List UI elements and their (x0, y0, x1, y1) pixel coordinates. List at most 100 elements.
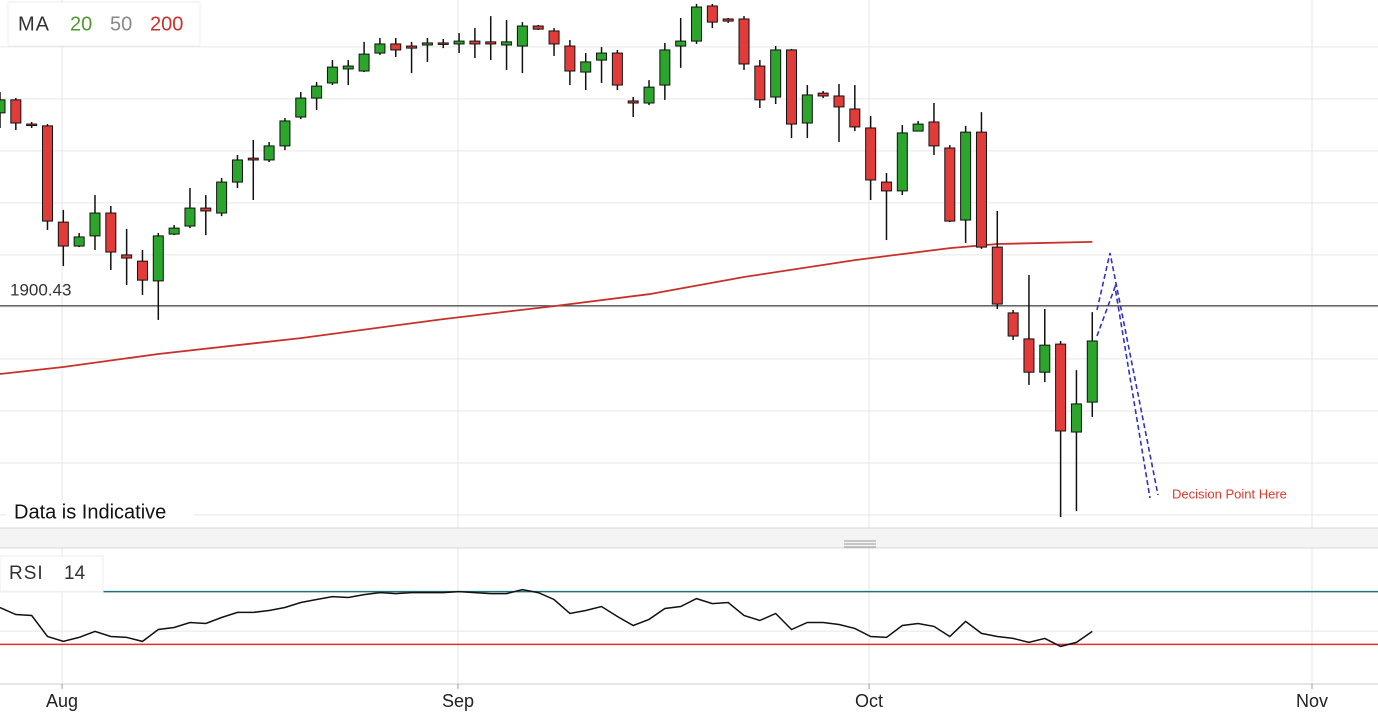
candle-body (532, 25, 544, 30)
candle-body (342, 65, 354, 70)
candle-body (516, 25, 528, 47)
candle-body (1055, 343, 1067, 432)
candle-body (437, 42, 449, 45)
legend-entry: 200 (150, 13, 183, 35)
candle-body (263, 145, 275, 161)
x-tick-label: Oct (855, 691, 883, 711)
candle-body (168, 227, 180, 235)
annotation: Decision Point Here (1172, 486, 1287, 501)
candle-body (26, 123, 38, 127)
candle-body (833, 95, 845, 108)
rsi-line (0, 588, 1093, 648)
candle-body (754, 65, 766, 101)
candle-body (311, 85, 323, 99)
candle-body (1007, 312, 1019, 337)
x-tick-label: Nov (1296, 691, 1328, 711)
candle-body (659, 49, 671, 86)
moving-average (0, 241, 1093, 375)
candle-body (326, 66, 338, 84)
candle-body (0, 99, 6, 114)
legend-box (7, 1, 201, 47)
candle-body (706, 5, 718, 23)
candle-body (817, 92, 829, 97)
candle-body (548, 30, 560, 45)
projection-line (1096, 283, 1151, 499)
annotation: Data is Indicative (14, 501, 166, 523)
candle-body (801, 94, 813, 124)
rsi-panel (0, 588, 1378, 648)
candle-body (374, 43, 386, 54)
candle-body (912, 123, 924, 132)
candle-body (89, 212, 101, 237)
candle-body (991, 246, 1003, 305)
candle-body (880, 181, 892, 192)
grid (0, 0, 1378, 684)
legend: 20 50 200 (70, 13, 183, 35)
legend-label: MA (18, 13, 50, 35)
candle-body (785, 49, 797, 125)
legend-entry: 50 (110, 13, 132, 35)
candle-body (1039, 344, 1051, 373)
projection-line (1096, 252, 1159, 496)
candle-body (453, 40, 465, 45)
candle-body (580, 61, 592, 73)
candle-body (136, 260, 148, 281)
candle-body (152, 235, 164, 282)
candle-body (865, 127, 877, 181)
candle-body (643, 86, 655, 104)
candle-body (358, 53, 370, 72)
candle-body (1023, 338, 1035, 373)
candle-body (279, 120, 291, 147)
reference-label: 1900.43 (10, 280, 71, 299)
x-axis-band (0, 684, 1378, 714)
x-tick-label: Sep (442, 691, 474, 711)
candle-body (975, 131, 987, 248)
candle-body (691, 6, 703, 42)
candle-body (57, 221, 69, 247)
candle-body (722, 18, 734, 22)
resize-handle[interactable] (844, 540, 876, 548)
candle-body (896, 132, 908, 192)
candle-body (675, 40, 687, 47)
candle-body (849, 108, 861, 128)
x-axis: Aug Sep Oct Nov (46, 684, 1328, 711)
candle-body (1086, 340, 1098, 403)
x-tick-label: Aug (46, 691, 78, 711)
candle-body (611, 52, 623, 86)
candle-body (73, 236, 85, 247)
rsi-period: 14 (64, 563, 86, 584)
candle-body (216, 181, 228, 214)
candle-body (944, 147, 956, 222)
panel-divider (0, 528, 1378, 548)
candle-body (295, 97, 307, 118)
candle-body (738, 18, 750, 65)
candle-body (627, 100, 639, 104)
candle-body (485, 41, 497, 45)
candle-body (469, 40, 481, 45)
rsi-label-box (0, 555, 104, 593)
annotation-box (6, 500, 194, 527)
candle-body (928, 121, 940, 147)
candle-body (501, 41, 513, 46)
candle-body (184, 207, 196, 227)
candle-body (564, 45, 576, 72)
candle-body (1070, 403, 1082, 433)
candle-body (421, 42, 433, 46)
candle-body (10, 99, 22, 124)
candle-body (41, 125, 53, 222)
candle-body (596, 52, 608, 61)
price-panel: 1900.43 (0, 3, 1378, 518)
candle-body (231, 159, 243, 183)
candle-body (105, 212, 117, 253)
candle-body (406, 45, 418, 49)
candle-body (390, 43, 402, 51)
candle-body (960, 131, 972, 221)
candle-body (121, 254, 133, 259)
candle-body (200, 207, 212, 212)
candle-body (247, 157, 259, 161)
candle-body (770, 49, 782, 98)
rsi-title: RSI (9, 563, 44, 584)
legend-entry: 20 (70, 13, 92, 35)
